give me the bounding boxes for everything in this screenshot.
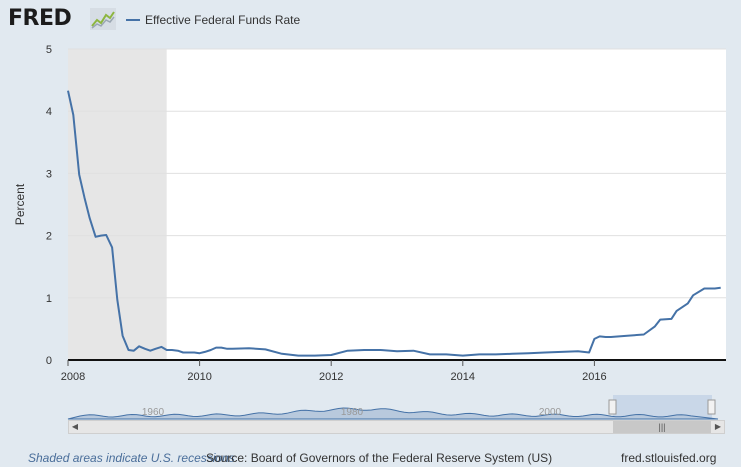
recession-note: Shaded areas indicate U.S. recessions: [28, 451, 235, 465]
trend-line-icon: [90, 8, 116, 30]
navigator-year-label: 1980: [341, 407, 364, 418]
navigator-scrollbar[interactable]: ◀ ||| ▶: [68, 420, 725, 434]
recession-band: [68, 49, 167, 360]
scroll-left-arrow-icon[interactable]: ◀: [69, 421, 81, 433]
legend-label[interactable]: Effective Federal Funds Rate: [145, 13, 301, 27]
plot-area: [68, 49, 726, 360]
x-tick-label: 2016: [582, 371, 606, 383]
x-tick-label: 2010: [187, 371, 211, 383]
y-tick-label: 2: [46, 231, 52, 243]
scroll-right-arrow-icon[interactable]: ▶: [712, 421, 724, 433]
site-link[interactable]: fred.stlouisfed.org: [621, 451, 717, 465]
navigator-handle[interactable]: [707, 399, 716, 415]
navigator-handle[interactable]: [608, 399, 617, 415]
x-tick-label: 2008: [61, 371, 85, 383]
navigator-year-label: 2000: [539, 407, 562, 418]
y-tick-label: 4: [46, 106, 52, 118]
navigator-area: [67, 407, 719, 420]
line-chart: 0 1 2 3 4 5 2008 2010 2012 2014 2016 Percent 1960 198…: [13, 44, 726, 420]
series-line: [67, 90, 721, 357]
x-tick-label: 2012: [319, 371, 343, 383]
x-tick-label: 2014: [451, 371, 475, 383]
source-note: Source: Board of Governors of the Federa…: [206, 451, 553, 465]
y-tick-label: 1: [46, 293, 52, 305]
fred-logo[interactable]: FRED: [8, 6, 72, 31]
y-tick-label: 5: [46, 44, 52, 56]
navigator-year-label: 1960: [142, 407, 165, 418]
y-axis-label: Percent: [13, 183, 27, 225]
scrollbar-thumb[interactable]: |||: [613, 421, 711, 433]
y-tick-label: 0: [46, 355, 52, 367]
legend-swatch: [126, 19, 140, 21]
y-tick-label: 3: [46, 168, 52, 180]
